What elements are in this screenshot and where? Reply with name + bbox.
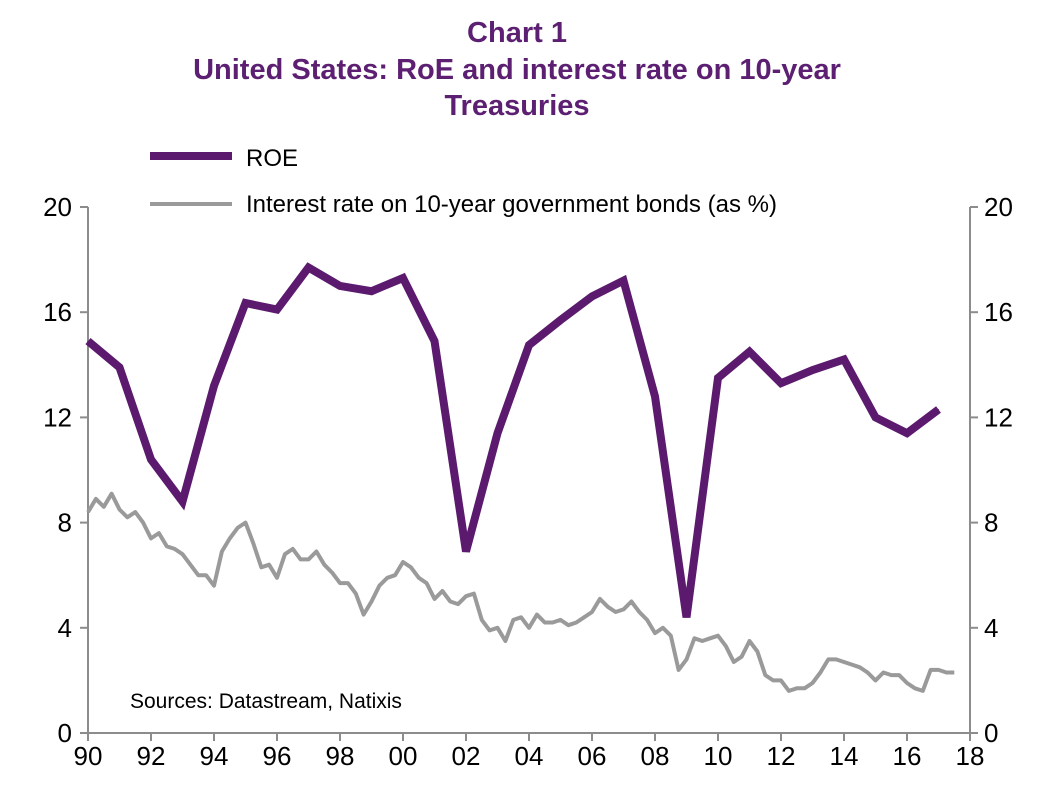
roe-point — [623, 280, 624, 282]
x-tick-label: 14 — [830, 741, 859, 771]
roe-point — [276, 309, 278, 311]
x-tick-label: 94 — [200, 741, 229, 771]
roe-point — [87, 340, 89, 342]
roe-point — [465, 551, 467, 553]
roe-point — [749, 351, 750, 353]
roe-point — [528, 344, 530, 346]
chart-subtitle-line-1: United States: RoE and interest rate on … — [193, 54, 841, 86]
x-tick-label: 16 — [893, 741, 922, 771]
x-tick-label: 98 — [326, 741, 355, 771]
y-tick-label-right: 0 — [984, 718, 998, 748]
roe-point — [402, 277, 404, 279]
y-tick-label-left: 12 — [43, 402, 72, 432]
legend-label-roe: ROE — [246, 145, 298, 172]
y-tick-label-left: 4 — [58, 613, 72, 643]
roe-point — [591, 295, 593, 297]
roe-point — [875, 416, 876, 418]
y-tick-label-right: 20 — [984, 192, 1013, 222]
y-tick-label-right: 4 — [984, 613, 998, 643]
roe-point — [497, 432, 498, 434]
roe-point — [371, 290, 372, 292]
roe-point — [434, 340, 435, 342]
roe-point — [245, 302, 246, 304]
roe-point — [308, 266, 309, 268]
series-line-bond-rate — [86, 491, 955, 693]
x-tick-label: 04 — [515, 741, 544, 771]
x-tick-label: 92 — [137, 741, 166, 771]
x-tick-label: 18 — [956, 741, 985, 771]
x-tick-label: 10 — [704, 741, 733, 771]
chart-subtitle-line-2: Treasuries — [444, 90, 589, 122]
roe-point — [213, 385, 215, 387]
source-note: Sources: Datastream, Natixis — [130, 690, 402, 713]
x-tick-label: 02 — [452, 741, 481, 771]
roe-point — [654, 395, 656, 397]
roe-point — [686, 616, 687, 618]
roe-point — [119, 366, 120, 368]
x-tick-label: 06 — [578, 741, 607, 771]
roe-point — [812, 369, 813, 371]
chart-title: Chart 1 — [467, 17, 567, 49]
legend: ROE Interest rate on 10-year government … — [150, 145, 777, 218]
series-line-roe — [85, 262, 941, 618]
x-tick-label: 90 — [74, 741, 103, 771]
roe-point — [843, 359, 845, 361]
roe-point — [182, 501, 183, 503]
roe-point — [906, 432, 908, 434]
x-tick-label: 12 — [767, 741, 796, 771]
roe-point — [150, 458, 152, 460]
roe-point — [339, 285, 341, 287]
y-tick-label-left: 8 — [58, 508, 72, 538]
x-tick-label: 96 — [263, 741, 292, 771]
y-tick-label-right: 16 — [984, 297, 1013, 327]
y-tick-label-right: 8 — [984, 508, 998, 538]
roe-point — [780, 382, 782, 384]
legend-label-bond: Interest rate on 10-year government bond… — [246, 191, 777, 218]
y-tick-label-left: 0 — [58, 718, 72, 748]
y-tick-label-left: 16 — [43, 297, 72, 327]
y-tick-label-right: 12 — [984, 402, 1013, 432]
x-tick-label: 00 — [389, 741, 418, 771]
roe-point — [938, 409, 939, 411]
plot-area — [85, 262, 955, 693]
y-tick-label-left: 20 — [43, 192, 72, 222]
x-tick-label: 08 — [641, 741, 670, 771]
roe-point — [717, 377, 719, 379]
roe-point — [560, 319, 561, 321]
